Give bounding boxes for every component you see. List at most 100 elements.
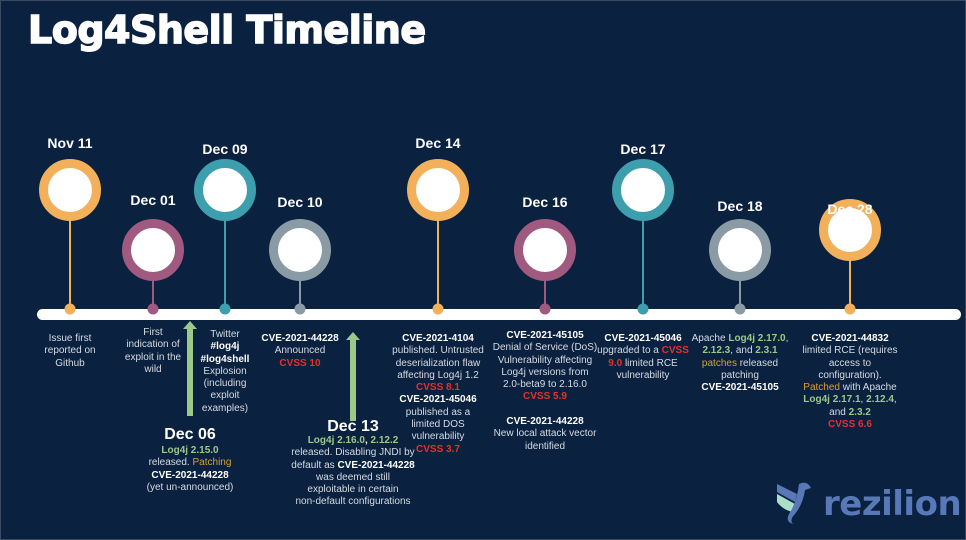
event-description: CVE-2021-44228 Announced CVSS 10 — [261, 333, 338, 370]
description-segment: released — [736, 357, 779, 369]
description-segment: CVE-2021-44228 — [337, 459, 415, 471]
event-marker-circle — [269, 219, 331, 281]
description-line: #log4j — [201, 341, 250, 353]
description-segment: (yet un-announced) — [146, 481, 234, 493]
description-segment: New local attack vector — [493, 428, 597, 440]
description-segment: (including — [203, 378, 247, 390]
description-segment: CVSS 5.9 — [523, 391, 567, 403]
description-segment: Twitter — [210, 329, 240, 340]
event-marker-circle — [39, 159, 101, 221]
description-segment: CVSS 10 — [279, 357, 321, 369]
description-line: CVSS 5.9 — [493, 391, 597, 403]
description-segment: Patching — [192, 457, 232, 469]
description-line: New local attack vector — [493, 428, 597, 440]
description-line: was deemed still — [291, 472, 414, 484]
description-segment: CVE-2021-44228 — [261, 333, 339, 344]
description-segment: Log4j versions from — [501, 366, 589, 378]
event-bar-dot — [219, 303, 231, 315]
description-line: CVE-2021-45046 — [597, 333, 689, 345]
description-line: (yet un-announced) — [147, 482, 234, 494]
event-marker-circle — [612, 159, 674, 221]
sub-event-date: Dec 06 — [164, 426, 216, 443]
description-segment: Issue first — [48, 333, 92, 344]
description-line: Log4j 2.15.0 — [147, 445, 234, 457]
description-line: default as CVE-2021-44228 — [291, 460, 414, 472]
description-line: CVE-2021-44228 — [493, 416, 597, 428]
description-segment: access to — [828, 357, 872, 369]
description-line: indication of — [125, 339, 181, 351]
description-segment: Github — [55, 357, 85, 369]
event-bar-dot — [539, 303, 551, 315]
event-marker-circle — [122, 219, 184, 281]
description-segment: Log4j 2.17.1 — [803, 394, 861, 406]
description-line: published as a — [392, 407, 484, 419]
timeline-bar — [37, 309, 961, 320]
event-description: CVE-2021-4104 published. Untrusted deseria… — [392, 333, 484, 456]
event-bar-dot — [734, 303, 746, 315]
description-segment: 2.12.2 — [370, 435, 399, 446]
description-line: configuration). — [802, 370, 897, 382]
description-line: 2.12.3, and 2.3.1 — [692, 345, 789, 357]
description-segment: Explosion — [203, 365, 247, 377]
event-bar-dot — [637, 303, 649, 315]
description-line: CVSS 6.6 — [802, 419, 897, 431]
description-line: identified — [493, 441, 597, 453]
description-segment: vulnerability — [411, 431, 465, 443]
description-line: CVE-2021-44228 — [147, 470, 234, 482]
description-line: patching — [692, 370, 789, 382]
description-line: CVE-2021-4104 — [392, 333, 484, 345]
event-description: CVE-2021-45105 Denial of Service (DoS) Vul… — [493, 330, 597, 453]
description-line: Apache Log4j 2.17.0, — [692, 333, 789, 345]
description-line: CVSS 8.1 — [392, 382, 484, 394]
description-line: limited DOS — [392, 419, 484, 431]
description-segment: CVE-2021-45105 — [701, 382, 779, 394]
description-line: exploitable in certain — [291, 484, 414, 496]
event-stem — [642, 190, 644, 309]
description-line: non-default configurations — [291, 496, 414, 508]
description-segment: , — [893, 394, 897, 406]
description-segment: CVE-2021-4104 — [402, 333, 474, 344]
description-line: #log4shell — [201, 354, 250, 366]
sub-event-date: Dec 13 — [327, 418, 379, 435]
description-line: Patched with Apache — [802, 382, 897, 394]
description-line: 9.0 limited RCE — [597, 358, 689, 370]
description-segment: Apache — [691, 333, 729, 344]
event-date: Dec 01 — [130, 192, 176, 208]
description-segment: with Apache — [839, 382, 897, 394]
description-segment: identified — [524, 440, 566, 452]
event-date: Dec 14 — [415, 135, 461, 151]
description-line: upgraded to a CVSS — [597, 345, 689, 357]
description-line: Vulnerability affecting — [493, 355, 597, 367]
event-description: First indication of exploit in the wild — [125, 327, 181, 376]
description-segment: CVE-2021-44832 — [811, 333, 889, 344]
description-segment: , — [785, 333, 789, 344]
description-segment: Log4j 2.16.0 — [307, 435, 365, 446]
description-segment: CVE-2021-44228 — [506, 416, 584, 428]
description-segment: First — [143, 327, 163, 338]
description-line: Twitter — [201, 329, 250, 341]
description-line: CVE-2021-45105 — [692, 382, 789, 394]
description-line: access to — [802, 358, 897, 370]
description-line: wild — [125, 364, 181, 376]
description-line: Log4j 2.16.0, 2.12.2 — [291, 435, 414, 447]
description-segment: Denial of Service (DoS) — [492, 342, 598, 354]
description-line: CVE-2021-45046 — [392, 394, 484, 406]
event-bar-dot — [844, 303, 856, 315]
event-stem — [69, 190, 71, 309]
description-line: CVSS 10 — [261, 358, 338, 370]
description-segment: vulnerability — [616, 369, 670, 381]
event-date: Nov 11 — [47, 135, 93, 151]
event-date: Dec 28 — [827, 201, 873, 217]
description-line: released. Disabling JNDI by — [291, 447, 414, 459]
event-description: Apache Log4j 2.17.0, 2.12.3, and 2.3.1 pat… — [692, 333, 789, 394]
description-segment: CVE-2021-45046 — [399, 394, 477, 406]
event-stem — [224, 190, 226, 309]
description-segment: indication of — [126, 339, 180, 351]
description-line: 2.0-beta9 to 2.16.0 — [493, 379, 597, 391]
description-segment: and — [829, 406, 849, 418]
description-line: Github — [44, 358, 95, 370]
description-line: published. Untrusted — [392, 345, 484, 357]
description-line: CVE-2021-44832 — [802, 333, 897, 345]
description-segment: wild — [144, 363, 162, 375]
description-segment: deserialization flaw — [395, 357, 481, 369]
